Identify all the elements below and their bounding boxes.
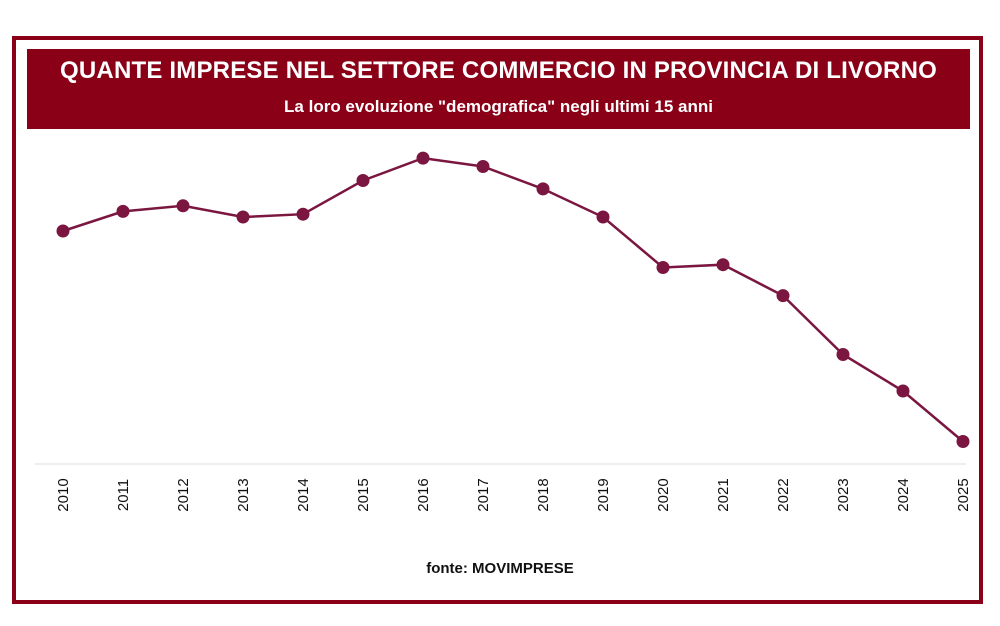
x-tick-label: 2010: [55, 478, 72, 511]
x-tick-label: 2019: [595, 478, 612, 511]
series-line: [62, 156, 964, 443]
data-point-2018: [536, 182, 550, 196]
data-point-2020: [656, 261, 670, 274]
series-markers: [56, 151, 970, 448]
x-tick-label: 2023: [835, 478, 852, 511]
chart-frame: [12, 36, 983, 604]
data-point-2011: [116, 204, 130, 218]
data-point-2021: [716, 258, 730, 272]
chart-title: QUANTE IMPRESE NEL SETTORE COMMERCIO IN …: [60, 57, 937, 84]
x-tick-label: 2020: [655, 478, 672, 511]
x-tick-label: 2015: [355, 478, 372, 511]
x-tick-label: 2024: [895, 478, 912, 511]
x-tick-label: 2014: [295, 478, 312, 511]
x-tick-label: 2018: [535, 478, 552, 511]
data-point-2017: [476, 160, 490, 173]
data-point-2025: [956, 435, 970, 448]
x-tick-labels: 2010 2011 2012 2013 2014 2015 2016 2017 2018 2019…: [55, 478, 972, 511]
x-tick-label: 2011: [115, 479, 132, 511]
chart-subtitle: La loro evoluzione "demografica" negli u…: [284, 97, 713, 116]
x-tick-label: 2022: [775, 478, 792, 511]
x-tick-label: 2012: [175, 478, 192, 511]
data-point-2012: [176, 199, 190, 213]
data-point-2019: [596, 210, 610, 224]
data-point-2016: [416, 151, 430, 165]
x-tick-label: 2013: [235, 478, 252, 511]
x-tick-label: 2021: [715, 478, 732, 511]
title-banner: QUANTE IMPRESE NEL SETTORE COMMERCIO IN …: [27, 49, 970, 129]
data-point-2014: [296, 207, 310, 221]
data-point-2023: [836, 348, 850, 361]
x-tick-label: 2017: [475, 478, 492, 511]
data-point-2015: [356, 174, 370, 187]
data-point-2013: [236, 210, 250, 224]
x-tick-label: 2025: [955, 478, 972, 511]
data-point-2022: [776, 289, 790, 303]
data-point-2010: [56, 224, 70, 238]
data-point-2024: [896, 384, 910, 398]
x-tick-label: 2016: [415, 478, 432, 511]
source-note: fonte: MOVIMPRESE: [426, 560, 574, 577]
